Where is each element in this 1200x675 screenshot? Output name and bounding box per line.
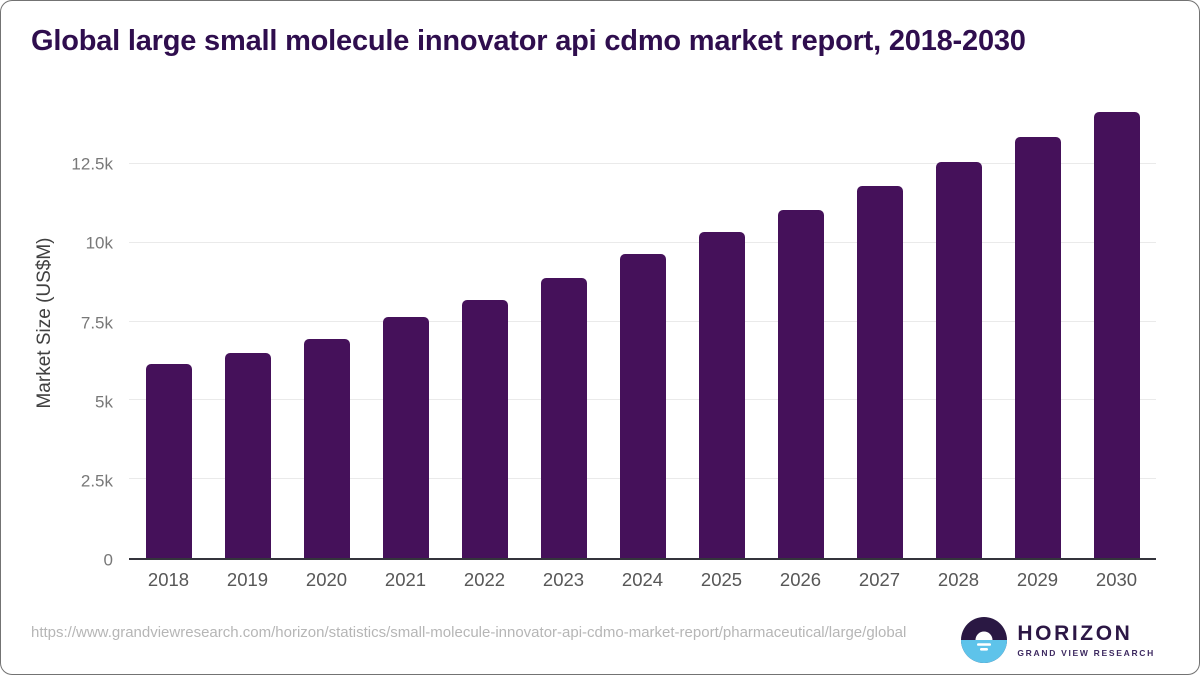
y-tick-label-2.5k: 2.5k <box>80 471 113 491</box>
x-axis-label-2026: 2026 <box>779 569 822 590</box>
x-axis-label-2021: 2021 <box>384 569 427 590</box>
bar-slot-2027 <box>840 101 919 558</box>
bar-slot-2021 <box>366 101 445 558</box>
x-axis-label-2019: 2019 <box>226 569 269 590</box>
y-tick-label-5k: 5k <box>95 392 113 412</box>
bar-2021 <box>382 316 429 558</box>
x-axis-labels: 2018 2019 2020 2021 2022 2023 2024 2025 2026 2027… <box>129 569 1156 591</box>
plot-area <box>129 101 1156 560</box>
bar-slot-2018 <box>129 101 208 558</box>
y-tick-labels: 0 2.5k 5k 7.5k 10k 12.5k <box>1 101 113 569</box>
bar-slot-2030 <box>1077 101 1156 558</box>
x-axis-label-2027: 2027 <box>858 569 901 590</box>
x-axis-label-2030: 2030 <box>1095 569 1138 590</box>
x-axis-label-2022: 2022 <box>463 569 506 590</box>
bar-series <box>129 101 1156 558</box>
x-axis-label-2020: 2020 <box>305 569 348 590</box>
horizon-logo: HORIZON GRAND VIEW RESEARCH <box>961 617 1155 663</box>
logo-tagline: GRAND VIEW RESEARCH <box>1017 648 1155 659</box>
bar-2023 <box>540 277 587 558</box>
x-axis-label-2018: 2018 <box>147 569 190 590</box>
bar-slot-2029 <box>998 101 1077 558</box>
bar-2020 <box>303 338 350 558</box>
logo-name: HORIZON <box>1017 621 1133 645</box>
gridline-12.5k <box>129 163 1156 165</box>
x-axis-label-2023: 2023 <box>542 569 585 590</box>
bar-2022 <box>461 299 508 558</box>
source-url: https://www.grandviewresearch.com/horizo… <box>31 624 907 641</box>
bar-slot-2022 <box>445 101 524 558</box>
y-tick-label-7.5k: 7.5k <box>80 313 113 333</box>
bar-slot-2020 <box>287 101 366 558</box>
x-axis-label-2025: 2025 <box>700 569 743 590</box>
bar-2024 <box>619 253 666 558</box>
bar-slot-2025 <box>682 101 761 558</box>
horizon-sun-circle-icon <box>961 617 1008 663</box>
bar-2018 <box>145 364 192 558</box>
bar-2019 <box>224 353 271 558</box>
bar-2030 <box>1093 112 1140 558</box>
page-title: Global large small molecule innovator ap… <box>31 25 1026 57</box>
bar-2029 <box>1014 137 1061 558</box>
x-axis-label-2024: 2024 <box>621 569 664 590</box>
bar-2025 <box>698 231 745 558</box>
bar-2027 <box>856 186 903 558</box>
bar-2028 <box>935 162 982 558</box>
y-tick-label-10k: 10k <box>85 233 113 253</box>
x-axis-label-2028: 2028 <box>937 569 980 590</box>
y-tick-label-0: 0 <box>103 550 113 570</box>
y-tick-label-12.5k: 12.5k <box>71 154 113 174</box>
bar-slot-2024 <box>603 101 682 558</box>
gridline-10k <box>129 241 1156 243</box>
logo-text: HORIZON GRAND VIEW RESEARCH <box>1017 622 1155 658</box>
bar-slot-2019 <box>208 101 287 558</box>
bar-2026 <box>777 209 824 558</box>
x-axis-label-2029: 2029 <box>1016 569 1059 590</box>
bar-slot-2028 <box>919 101 998 558</box>
bar-slot-2023 <box>524 101 603 558</box>
bar-slot-2026 <box>761 101 840 558</box>
